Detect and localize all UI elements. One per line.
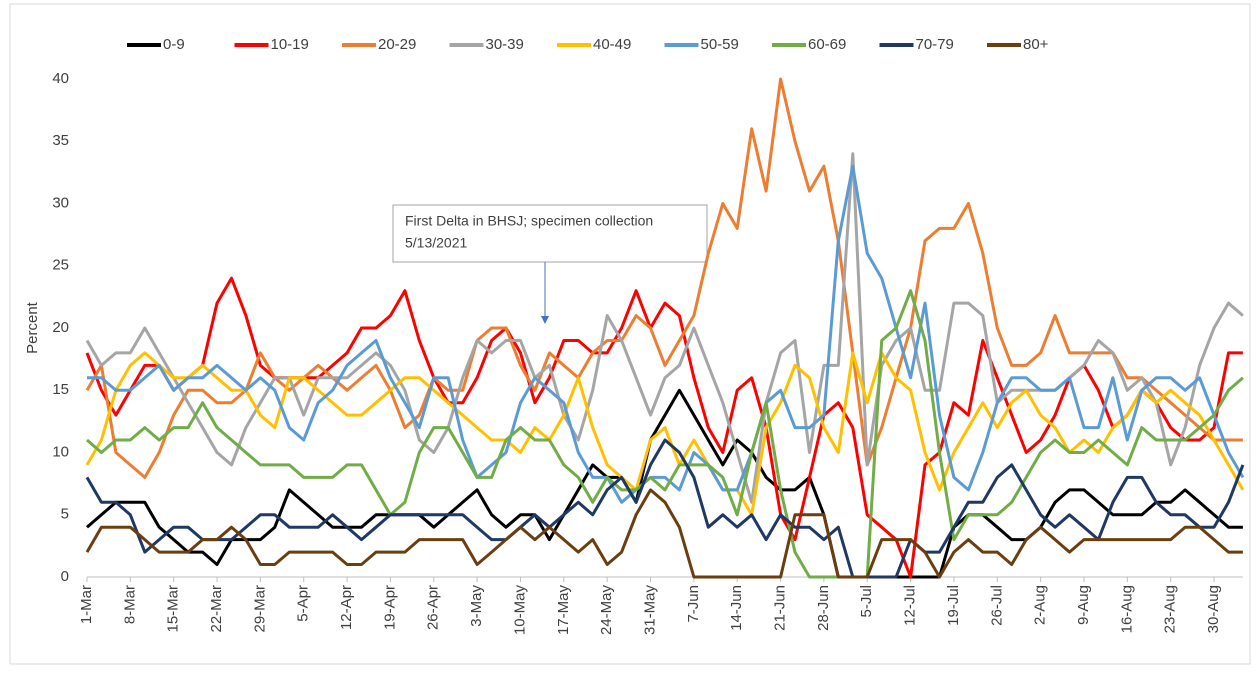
annotation-text: First Delta in BHSJ; specimen collection (405, 213, 653, 229)
series-line (87, 164, 1245, 504)
x-tick-label: 14-Jun (728, 585, 745, 631)
x-tick-label: 16-Aug (1118, 585, 1135, 633)
x-tick-label: 10-May (511, 585, 528, 636)
x-tick-label: 5-Jul (858, 585, 875, 618)
x-tick-label: 7-Jun (685, 585, 702, 623)
x-tick-label: 8-Mar (121, 585, 138, 624)
series-line (86, 289, 1244, 579)
series-line (85, 77, 1243, 479)
annotation-text: 5/13/2021 (405, 235, 467, 251)
chart-frame (9, 3, 1251, 665)
y-tick-label: 40 (52, 70, 69, 87)
legend-label: 0-9 (163, 36, 185, 53)
x-tick-label: 21-Jun (772, 585, 789, 631)
x-tick-label: 2-Aug (1032, 585, 1049, 625)
x-tick-label: 31-May (641, 585, 658, 636)
x-tick-label: 12-Apr (338, 585, 355, 630)
series-line (86, 388, 1243, 579)
x-tick-label: 30-Aug (1205, 585, 1222, 633)
x-tick-label: 9-Aug (1075, 585, 1092, 625)
annotation-box (392, 204, 708, 263)
legend-label: 10-19 (271, 36, 309, 53)
x-tick-label: 15-Mar (165, 585, 182, 633)
y-tick-label: 25 (52, 257, 69, 274)
x-tick-label: 28-Jun (815, 585, 832, 631)
x-tick-label: 22-Mar (208, 585, 225, 633)
legend-label: 20-29 (378, 36, 416, 53)
x-tick-label: 26-Jul (988, 585, 1005, 626)
y-axis-title: Percent (24, 301, 41, 354)
series-line (85, 438, 1245, 579)
y-tick-label: 0 (61, 568, 69, 585)
x-tick-label: 24-May (598, 585, 615, 636)
y-tick-label: 30 (52, 194, 69, 211)
y-tick-label: 35 (52, 132, 69, 149)
x-tick-label: 3-May (468, 585, 485, 627)
annotation-arrowhead (541, 316, 549, 324)
y-tick-label: 5 (61, 506, 69, 523)
legend-label: 40-49 (593, 36, 631, 53)
legend-label: 50-59 (701, 36, 739, 53)
legend-label: 60-69 (808, 36, 846, 53)
x-tick-label: 1-Mar (78, 585, 95, 624)
x-tick-label: 17-May (555, 585, 572, 636)
legend-label: 70-79 (916, 36, 954, 53)
x-tick-label: 23-Aug (1162, 585, 1179, 633)
series-line (85, 488, 1243, 579)
y-tick-label: 10 (52, 443, 69, 460)
x-tick-label: 26-Apr (425, 585, 442, 630)
x-tick-label: 19-Apr (381, 585, 398, 630)
x-tick-label: 29-Mar (251, 585, 268, 633)
legend-label: 30-39 (486, 36, 524, 53)
series-line (85, 351, 1245, 517)
y-tick-label: 15 (52, 381, 69, 398)
x-tick-label: 5-Apr (295, 585, 312, 622)
x-tick-label: 12-Jul (902, 585, 919, 626)
x-tick-label: 19-Jul (945, 585, 962, 626)
y-tick-label: 20 (52, 319, 69, 336)
legend-label: 80+ (1023, 36, 1049, 53)
